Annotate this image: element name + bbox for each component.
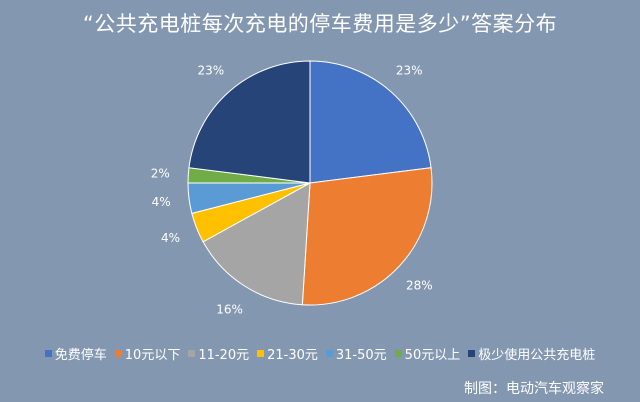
data-label-6: 2% — [151, 167, 170, 181]
legend-label-1: 免费停车 — [54, 348, 107, 363]
legend-item-3: 11-20元 — [188, 344, 249, 363]
legend-item-2: 10元以下 — [114, 344, 181, 363]
legend-swatch-6 — [394, 350, 402, 357]
legend-swatch-5 — [325, 350, 333, 357]
legend-swatch-1 — [44, 350, 52, 357]
legend-swatch-3 — [188, 350, 196, 357]
chart-title: “公共充电桩每次充电的停车费用是多少”答案分布 — [82, 12, 558, 36]
legend-item-6: 50元以上 — [394, 344, 461, 363]
legend-item-5: 31-50元 — [325, 344, 387, 363]
legend-swatch-7 — [468, 350, 476, 357]
legend-item-4: 21-30元 — [257, 344, 318, 363]
data-label-4: 4% — [161, 231, 180, 245]
legend-label-4: 21-30元 — [267, 348, 318, 363]
legend-label-6: 50元以上 — [404, 348, 461, 363]
pie-slice-3 — [202, 182, 311, 306]
data-label-3: 16% — [216, 303, 243, 317]
legend-swatch-2 — [114, 350, 122, 357]
data-label-1: 23% — [396, 64, 423, 78]
legend-label-5: 31-50元 — [335, 348, 387, 363]
credit-text: 制图：电动汽车观察家 — [464, 381, 604, 397]
legend-label-7: 极少使用公共充电桩 — [478, 348, 596, 363]
legend-item-1: 免费停车 — [44, 344, 107, 363]
legend: 免费停车 10元以下 11-20元 21-30元 31-50元 50元以上 极少使用公共充电… — [0, 344, 640, 363]
legend-swatch-4 — [257, 350, 265, 357]
data-label-2: 28% — [406, 279, 433, 293]
pie-slice-2 — [301, 167, 433, 306]
data-label-7: 23% — [197, 64, 224, 78]
pie-slice-7 — [188, 60, 311, 184]
legend-label-2: 10元以下 — [124, 348, 181, 363]
legend-item-7: 极少使用公共充电桩 — [468, 344, 595, 363]
data-label-5: 4% — [152, 195, 171, 209]
legend-label-3: 11-20元 — [198, 348, 250, 363]
pie-slice-1 — [309, 60, 432, 184]
